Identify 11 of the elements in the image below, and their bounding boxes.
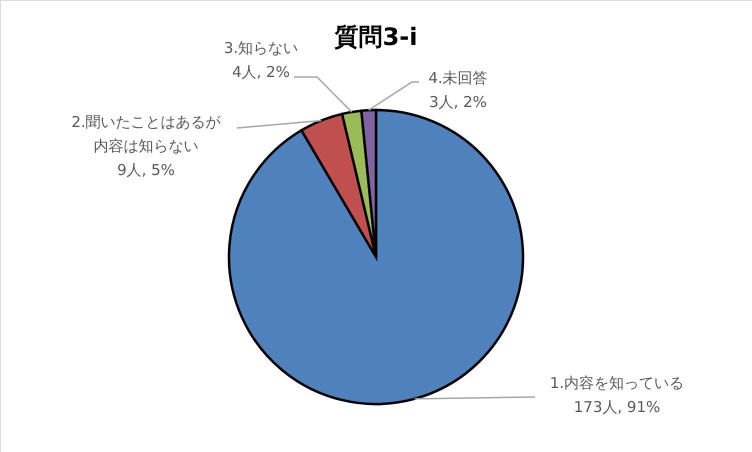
data-label: 173人, 91% — [574, 398, 660, 416]
slice-label: 1.内容を知っている — [550, 374, 684, 392]
data-label: 9人, 5% — [117, 161, 175, 179]
data-label: 3人, 2% — [429, 93, 487, 111]
pie-slice — [228, 108, 524, 406]
slice-label: 2.聞いたことはあるが内容は知らない — [71, 113, 222, 155]
data-label: 4人, 2% — [232, 63, 290, 81]
slice-label: 3.知らない — [224, 39, 298, 57]
chart-title: 質問3-i — [334, 23, 418, 51]
slice-label: 4.未回答 — [428, 69, 488, 87]
pie-slice — [300, 112, 378, 258]
